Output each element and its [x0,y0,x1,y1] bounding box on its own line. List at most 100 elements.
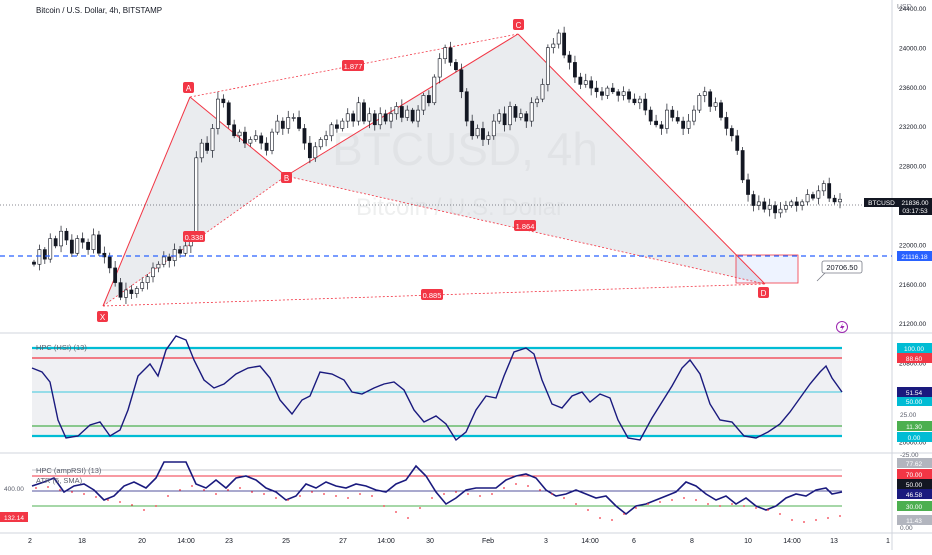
ratio-label-ac[interactable]: 1.877 [342,60,364,71]
symbol-title[interactable]: Bitcoin / U.S. Dollar, 4h, BITSTAMP [36,6,163,15]
time-axis[interactable]: 2 18 20 14:00 23 25 27 14:00 30 Feb 3 14:00 6 8 10 14:0… [28,538,890,545]
amprsi-axis-tags[interactable]: 77.62 70.00 50.00 46.58 30.00 11.43 0.00 [897,458,932,532]
hsi-oscillator-line[interactable] [31,335,843,442]
atr-left-tags[interactable]: 400.00 132.14 [0,486,28,522]
candle-body [529,102,534,122]
hsi-title[interactable]: HPC (HSI) (13) [36,343,87,352]
candle-body [394,106,399,115]
svg-text:HPC (ampRSI) (13): HPC (ampRSI) (13) [36,466,102,475]
candle-body [313,146,318,159]
point-label-b[interactable]: B [281,172,292,183]
candle-body [405,109,410,118]
candle-body [145,276,150,283]
candle-body [756,201,761,206]
candle-body [654,120,658,126]
candle-body [702,91,707,96]
candle-body [594,87,599,93]
candle-body [291,117,296,119]
svg-text:0.338: 0.338 [185,233,204,242]
candle-body [183,245,188,254]
candle-body [545,47,550,85]
svg-text:11.43: 11.43 [906,518,922,525]
svg-text:50.00: 50.00 [906,482,923,489]
hsi-axis-tags[interactable]: 100.00 88.60 51.54 50.00 25.00 11.30 0.0… [897,343,932,459]
point-label-c[interactable]: C [513,19,524,30]
svg-text:21116.18: 21116.18 [901,254,928,261]
candle-body [264,142,269,151]
candle-body [97,234,101,254]
candle-body [664,109,669,129]
candle-body [270,131,274,151]
time-tick-label: 8 [690,538,694,545]
candle-body [632,98,637,104]
price-axis[interactable]: 24400.00 24000.00 23600.00 23200.00 22800.00… [899,6,926,446]
svg-text:A: A [186,84,192,93]
candle-body [621,91,626,96]
time-tick-label: 27 [339,538,347,545]
candle-body [686,120,691,129]
svg-text:30.00: 30.00 [906,504,923,511]
price-tick-label: 23200.00 [899,124,926,131]
candle-body [535,98,539,104]
candle-body [627,91,631,100]
ratio-label-bd[interactable]: 1.864 [514,220,536,231]
price-tick-label: 22800.00 [899,164,926,171]
candle-body [746,179,750,195]
point-label-d[interactable]: D [758,287,769,298]
point-label-x[interactable]: X [97,311,108,322]
svg-text:100.00: 100.00 [904,346,924,353]
candle-body [113,267,118,283]
candle-body [151,267,155,278]
candle-body [124,289,128,298]
candle-body [470,120,475,137]
candle-body [464,91,469,122]
time-tick-label: 1 [886,538,890,545]
candle-body [318,139,323,148]
prz-zone[interactable] [735,254,799,284]
amprsi-title[interactable]: HPC (ampRSI) (13) ATR (5, SMA) [36,466,102,485]
candle-body [69,239,74,254]
candles[interactable] [32,26,842,304]
last-price-tag[interactable]: BTCUSD 21836.00 03:17:53 [864,198,932,215]
candle-body [172,249,177,261]
price-line-tag[interactable]: 21116.18 [897,251,932,261]
time-tick-label: 23 [225,538,233,545]
svg-text:B: B [284,174,289,183]
svg-text:132.14: 132.14 [4,515,24,522]
candle-body [518,113,523,118]
svg-text:1.877: 1.877 [344,62,363,71]
candle-body [421,95,426,111]
candle-body [735,135,740,151]
price-tick-label: 21600.00 [899,282,926,289]
candle-body [253,135,258,140]
ratio-label-xd[interactable]: 0.885 [421,289,443,300]
candle-body [811,194,815,199]
candle-body [573,62,577,78]
candle-body [156,263,161,269]
candle-body [448,47,453,63]
point-label-a[interactable]: A [183,82,194,93]
candle-body [719,102,723,118]
candle-body [508,106,512,126]
candle-body [821,183,826,192]
candle-body [778,208,783,214]
ratio-label-xb[interactable]: 0.338 [183,231,205,242]
candle-body [351,113,356,122]
time-tick-label: 14:00 [783,538,801,545]
candle-body [605,87,610,96]
candle-body [237,131,242,137]
time-tick-label: 6 [632,538,636,545]
amprsi-line[interactable] [31,461,843,516]
candle-body [48,238,53,260]
candle-body [816,190,821,199]
candle-body [243,131,247,144]
pattern-triangle-bcd[interactable] [286,34,765,284]
pattern-legs[interactable] [102,33,766,307]
price-callout[interactable]: 20706.50 [816,260,863,282]
candle-body [610,87,615,93]
candle-body [86,241,90,250]
time-tick-label: 14:00 [377,538,395,545]
lightning-icon[interactable] [836,321,848,333]
candle-body [340,120,345,129]
